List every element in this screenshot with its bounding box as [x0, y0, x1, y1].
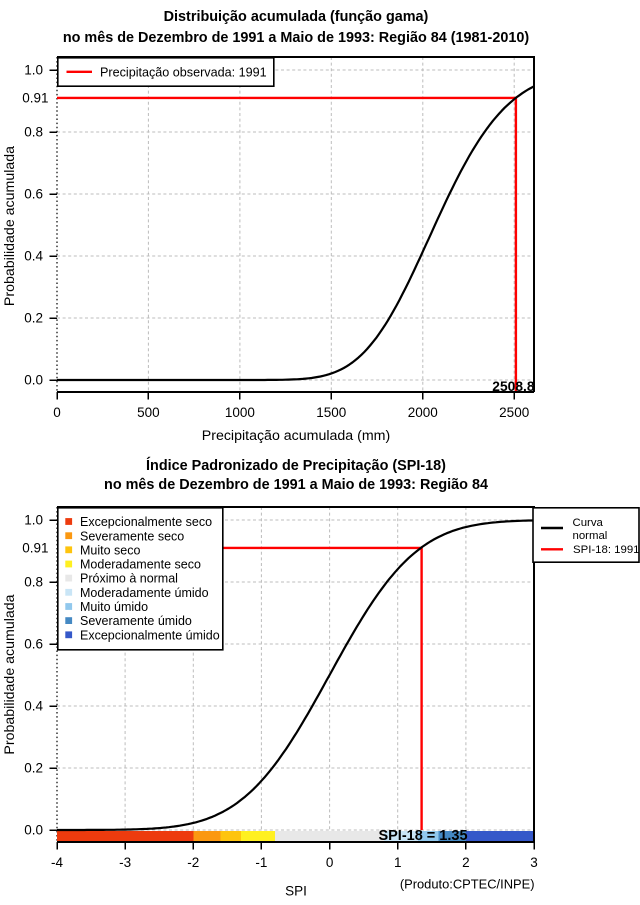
svg-text:0: 0 [53, 405, 61, 420]
svg-text:0.91: 0.91 [22, 91, 48, 106]
svg-text:0.8: 0.8 [24, 125, 43, 140]
svg-text:Excepcionalmente úmido: Excepcionalmente úmido [80, 628, 220, 642]
svg-text:0.2: 0.2 [24, 311, 43, 326]
svg-text:Excepcionalmente seco: Excepcionalmente seco [80, 515, 212, 529]
svg-text:2508.8: 2508.8 [492, 379, 535, 394]
svg-text:Probabilidade acumulada: Probabilidade acumulada [2, 594, 18, 754]
svg-text:Severamente seco: Severamente seco [80, 529, 184, 543]
svg-text:-1: -1 [255, 855, 267, 870]
svg-text:2000: 2000 [408, 405, 438, 420]
svg-text:1500: 1500 [316, 405, 346, 420]
svg-text:-2: -2 [187, 855, 199, 870]
svg-text:Probabilidade acumulada: Probabilidade acumulada [2, 146, 18, 306]
svg-text:-3: -3 [119, 855, 131, 870]
svg-text:Curva: Curva [573, 517, 604, 529]
svg-text:no mês de Dezembro de 1991 a M: no mês de Dezembro de 1991 a Maio de 199… [63, 30, 530, 46]
svg-text:Precipitação observada: 1991: Precipitação observada: 1991 [100, 65, 267, 79]
svg-text:3: 3 [530, 855, 538, 870]
svg-text:0.2: 0.2 [24, 761, 43, 776]
svg-text:1: 1 [394, 855, 402, 870]
svg-text:(Produto:CPTEC/INPE): (Produto:CPTEC/INPE) [400, 877, 535, 892]
svg-text:Severamente úmido: Severamente úmido [80, 614, 192, 628]
svg-text:-4: -4 [51, 855, 63, 870]
svg-text:Próximo à normal: Próximo à normal [80, 572, 178, 586]
svg-text:0.4: 0.4 [24, 249, 43, 264]
svg-text:1000: 1000 [225, 405, 255, 420]
svg-text:2500: 2500 [499, 405, 529, 420]
svg-text:500: 500 [137, 405, 160, 420]
svg-text:Precipitação acumulada (mm): Precipitação acumulada (mm) [202, 428, 390, 444]
svg-text:no mês de Dezembro de 1991 a M: no mês de Dezembro de 1991 a Maio de 199… [104, 477, 488, 493]
svg-text:0.0: 0.0 [24, 823, 43, 838]
svg-text:0.4: 0.4 [24, 699, 43, 714]
svg-text:Moderadamente úmido: Moderadamente úmido [80, 586, 209, 600]
svg-text:2: 2 [462, 855, 470, 870]
svg-text:Distribuição acumulada (função: Distribuição acumulada (função gama) [164, 9, 429, 25]
svg-text:1.0: 1.0 [24, 63, 43, 78]
svg-text:0.6: 0.6 [24, 637, 43, 652]
svg-text:Índice Padronizado de Precipit: Índice Padronizado de Precipitação (SPI-… [146, 457, 446, 474]
svg-text:normal: normal [573, 530, 608, 542]
svg-text:0.0: 0.0 [24, 373, 43, 388]
svg-text:0.6: 0.6 [24, 187, 43, 202]
svg-text:0: 0 [326, 855, 334, 870]
svg-text:SPI-18: 1991: SPI-18: 1991 [573, 544, 640, 556]
svg-text:SPI: SPI [285, 884, 307, 899]
svg-text:0.91: 0.91 [22, 541, 48, 556]
svg-text:Moderadamente seco: Moderadamente seco [80, 558, 201, 572]
svg-text:SPI-18 = 1.35: SPI-18 = 1.35 [378, 828, 467, 844]
svg-text:Muito úmido: Muito úmido [80, 600, 148, 614]
svg-text:Muito seco: Muito seco [80, 543, 140, 557]
svg-text:1.0: 1.0 [24, 513, 43, 528]
svg-text:0.8: 0.8 [24, 575, 43, 590]
